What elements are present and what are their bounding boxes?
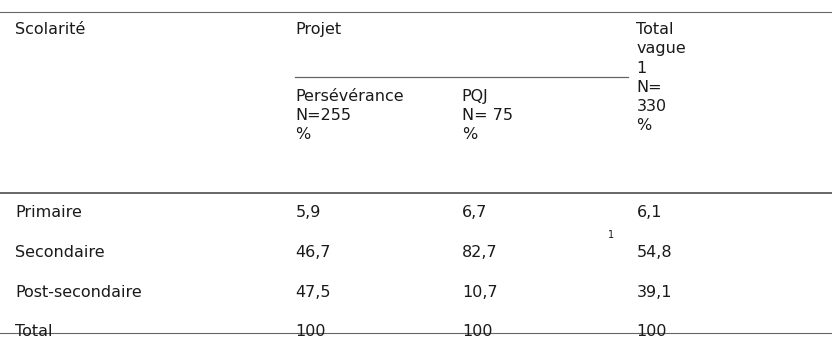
- Text: Total
vague
1
N=
330
%: Total vague 1 N= 330 %: [636, 22, 686, 133]
- Text: Persévérance
N=255
%: Persévérance N=255 %: [295, 89, 404, 142]
- Text: 6,7: 6,7: [462, 205, 487, 220]
- Text: 6,1: 6,1: [636, 205, 662, 220]
- Text: 10,7: 10,7: [462, 285, 498, 300]
- Text: 100: 100: [636, 324, 667, 339]
- Text: 1: 1: [608, 230, 614, 240]
- Text: 82,7: 82,7: [462, 245, 498, 260]
- Text: 47,5: 47,5: [295, 285, 331, 300]
- Text: 39,1: 39,1: [636, 285, 672, 300]
- Text: 54,8: 54,8: [636, 245, 672, 260]
- Text: Scolarité: Scolarité: [15, 22, 86, 37]
- Text: 46,7: 46,7: [295, 245, 331, 260]
- Text: Secondaire: Secondaire: [15, 245, 105, 260]
- Text: Total: Total: [15, 324, 52, 339]
- Text: Primaire: Primaire: [15, 205, 82, 220]
- Text: 100: 100: [295, 324, 326, 339]
- Text: Post-secondaire: Post-secondaire: [15, 285, 141, 300]
- Text: 100: 100: [462, 324, 493, 339]
- Text: Projet: Projet: [295, 22, 341, 37]
- Text: 5,9: 5,9: [295, 205, 320, 220]
- Text: PQJ
N= 75
%: PQJ N= 75 %: [462, 89, 513, 142]
